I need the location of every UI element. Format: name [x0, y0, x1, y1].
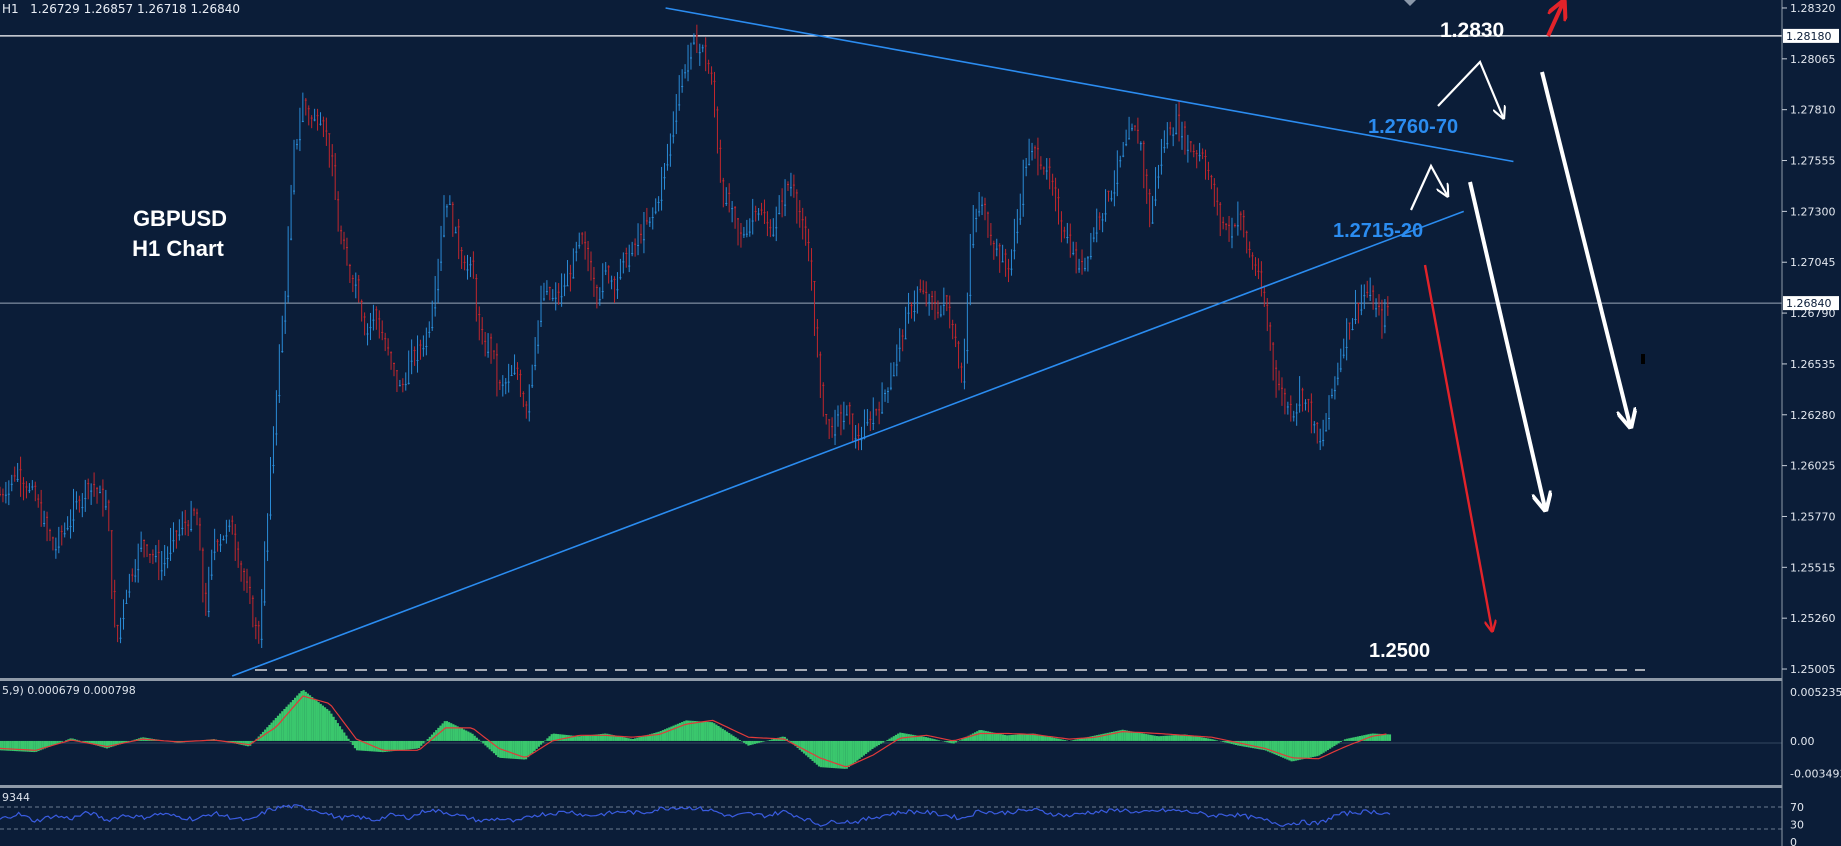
price-panel: GBPUSD H1 Chart 1.2830 1.2760-70 1.2715-…: [0, 0, 1782, 677]
rsi-panel: [0, 804, 1782, 830]
rsi-header: 9344: [2, 791, 30, 804]
macd-axis-label: -0.003493: [1790, 768, 1841, 781]
macd-axis-label: 0.005235: [1790, 686, 1841, 699]
white-arrow-long: [1540, 71, 1630, 425]
axis-tick-label: 1.27300: [1790, 205, 1836, 218]
white-zigzag-upper: [1437, 60, 1503, 117]
macd-header: 5,9) 0.000679 0.000798: [2, 684, 136, 697]
annotation-1-2830: 1.2830: [1440, 19, 1504, 42]
trendline-lower: [231, 210, 1465, 677]
rsi-axis-label: 30: [1790, 819, 1804, 832]
axis-tick-label: 1.25260: [1790, 612, 1836, 625]
small-marker: [1641, 354, 1645, 364]
top-chevron-icon: [1404, 0, 1416, 6]
red-arrow-up: [1546, 3, 1563, 37]
axis-tick-label: 1.26025: [1790, 460, 1836, 473]
white-arrow-mid: [1468, 181, 1545, 508]
price-label-box-current: [1783, 296, 1839, 311]
axis-background: [1782, 0, 1841, 846]
panel-separator-1: [0, 678, 1782, 681]
axis-tick-label: 1.26790: [1790, 307, 1836, 320]
panel-separator-2: [0, 785, 1782, 788]
axis-tick-label: 1.25005: [1790, 663, 1836, 676]
price-label-current: 1.26840: [1786, 297, 1832, 310]
annotation-1-2500: 1.2500: [1369, 640, 1430, 662]
trendline-upper: [665, 7, 1514, 163]
axis-tick-label: 1.28320: [1790, 2, 1836, 15]
axis-tick-label: 1.26535: [1790, 358, 1836, 371]
forecast-arrows: [1409, 3, 1630, 630]
rsi-line: [0, 804, 1391, 827]
ohlc-header: H1 1.26729 1.26857 1.26718 1.26840: [2, 2, 240, 16]
chart-title: GBPUSD: [133, 206, 227, 231]
ohlc-values: 1.26729 1.26857 1.26718 1.26840: [30, 2, 241, 16]
axis-tick-label: 1.27555: [1790, 155, 1836, 168]
timeframe-label: H1: [2, 2, 19, 16]
red-arrow-down: [1423, 264, 1492, 630]
annotation-1-2715-20: 1.2715-20: [1333, 220, 1423, 242]
white-zigzag-lower: [1409, 163, 1447, 211]
axis-tick-label: 1.27810: [1790, 104, 1836, 117]
chart-subtitle: H1 Chart: [132, 236, 224, 261]
price-label-resistance: 1.28180: [1786, 30, 1832, 43]
candles-group: [0, 24, 1389, 648]
macd-signal-line: [0, 695, 1387, 768]
macd-axis-label: 0.00: [1790, 735, 1815, 748]
axis-tick-label: 1.27045: [1790, 256, 1836, 269]
axis-tick-label: 1.28065: [1790, 53, 1836, 66]
axis-tick-label: 1.25515: [1790, 561, 1836, 574]
axis-tick-label: 1.25770: [1790, 510, 1836, 523]
rsi-axis-label: 70: [1790, 801, 1804, 814]
price-axis: 1.28320 1.28065 1.27810 1.27555 1.27300 1.270…: [1781, 0, 1841, 846]
axis-tick-label: 1.26280: [1790, 409, 1836, 422]
annotation-1-2760-70: 1.2760-70: [1368, 116, 1458, 138]
trendlines-group: [231, 7, 1514, 677]
macd-panel: [0, 690, 1782, 769]
rsi-axis-label: 0: [1790, 836, 1797, 846]
price-label-box-resistance: [1783, 28, 1839, 43]
